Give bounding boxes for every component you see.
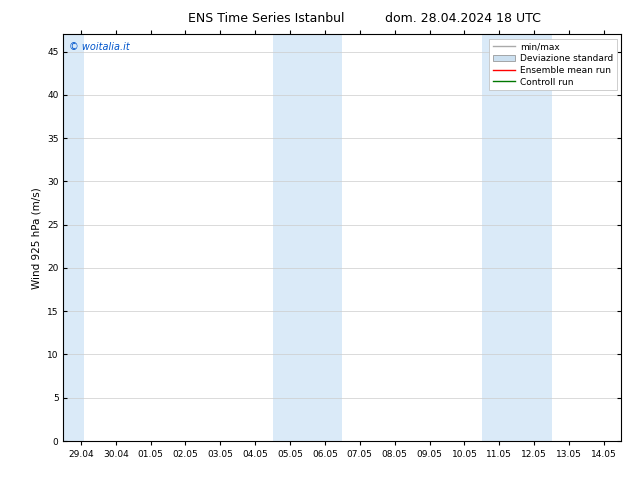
Text: © woitalia.it: © woitalia.it [69, 43, 130, 52]
Bar [63, 34, 84, 441]
Y-axis label: Wind 925 hPa (m/s): Wind 925 hPa (m/s) [32, 187, 41, 289]
Bar [273, 34, 342, 441]
Text: ENS Time Series Istanbul: ENS Time Series Istanbul [188, 12, 344, 25]
Text: dom. 28.04.2024 18 UTC: dom. 28.04.2024 18 UTC [385, 12, 541, 25]
Bar [482, 34, 552, 441]
Legend: min/max, Deviazione standard, Ensemble mean run, Controll run: min/max, Deviazione standard, Ensemble m… [489, 39, 617, 90]
